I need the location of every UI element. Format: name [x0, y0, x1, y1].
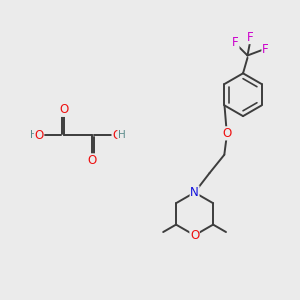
Text: O: O — [190, 229, 199, 242]
Text: O: O — [222, 127, 231, 140]
Text: F: F — [262, 43, 268, 56]
Text: H: H — [30, 130, 38, 140]
Text: O: O — [112, 129, 121, 142]
Text: O: O — [34, 129, 44, 142]
Text: H: H — [118, 130, 126, 140]
Text: O: O — [59, 103, 68, 116]
Text: F: F — [232, 36, 239, 49]
Text: F: F — [247, 31, 254, 44]
Text: O: O — [87, 154, 97, 167]
Text: N: N — [190, 186, 199, 199]
